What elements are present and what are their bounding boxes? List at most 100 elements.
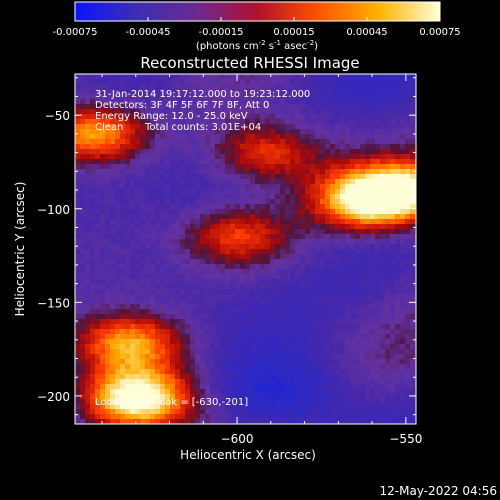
heatmap-cell (370, 379, 376, 385)
heatmap-cell (190, 119, 196, 125)
heatmap-cell (115, 114, 121, 120)
heatmap-cell (285, 154, 291, 160)
heatmap-cell (185, 194, 191, 200)
heatmap-cell (270, 324, 276, 330)
heatmap-cell (95, 149, 101, 155)
heatmap-cell (355, 374, 361, 380)
heatmap-cell (155, 184, 161, 190)
heatmap-cell (295, 369, 301, 375)
heatmap-cell (95, 174, 101, 180)
heatmap-cell (335, 144, 341, 150)
heatmap-cell (305, 254, 311, 260)
heatmap-cell (150, 214, 156, 220)
heatmap-cell (375, 389, 381, 395)
heatmap-cell (175, 159, 181, 165)
heatmap-cell (230, 294, 236, 300)
heatmap-cell (355, 419, 361, 424)
heatmap-cell (315, 149, 321, 155)
heatmap-cell (90, 194, 96, 200)
heatmap-cell (285, 219, 291, 225)
heatmap-cell (235, 359, 241, 365)
heatmap-cell (235, 399, 241, 405)
heatmap-cell (310, 399, 316, 405)
heatmap-cell (135, 414, 141, 420)
heatmap-cell (90, 89, 96, 95)
heatmap-cell (270, 254, 276, 260)
heatmap-cell (205, 94, 211, 100)
heatmap-cell (335, 99, 341, 105)
heatmap-cell (215, 149, 221, 155)
heatmap-cell (155, 404, 161, 410)
heatmap-cell (330, 369, 336, 375)
heatmap-cell (395, 74, 401, 80)
heatmap-cell (330, 224, 336, 230)
heatmap-cell (335, 189, 341, 195)
heatmap-cell (270, 394, 276, 400)
heatmap-cell (165, 114, 171, 120)
heatmap-cell (155, 259, 161, 265)
heatmap-cell (115, 339, 121, 345)
heatmap-cell (95, 224, 101, 230)
heatmap-cell (110, 109, 116, 115)
heatmap-cell (75, 89, 81, 95)
heatmap-cell (340, 304, 346, 310)
heatmap-cell (270, 184, 276, 190)
heatmap-cell (195, 279, 201, 285)
heatmap-cell (285, 274, 291, 280)
heatmap-cell (285, 129, 291, 135)
heatmap-cell (125, 204, 131, 210)
heatmap-cell (75, 339, 81, 345)
heatmap-cell (95, 259, 101, 265)
heatmap-cell (330, 104, 336, 110)
heatmap-cell (365, 109, 371, 115)
heatmap-cell (155, 339, 161, 345)
heatmap-cell (145, 149, 151, 155)
heatmap-cell (395, 264, 401, 270)
heatmap-cell (130, 214, 136, 220)
heatmap-cell (365, 289, 371, 295)
heatmap-cell (180, 194, 186, 200)
heatmap-cell (220, 194, 226, 200)
heatmap-cell (185, 94, 191, 100)
heatmap-cell (375, 159, 381, 165)
heatmap-cell (90, 184, 96, 190)
heatmap-cell (220, 139, 226, 145)
heatmap-cell (265, 354, 271, 360)
heatmap-cell (330, 179, 336, 185)
heatmap-cell (250, 84, 256, 90)
heatmap-cell (255, 379, 261, 385)
heatmap-cell (170, 174, 176, 180)
heatmap-cell (260, 279, 266, 285)
heatmap-cell (330, 109, 336, 115)
heatmap-cell (130, 239, 136, 245)
heatmap-cell (310, 159, 316, 165)
heatmap-cell (405, 124, 411, 130)
heatmap-cell (390, 169, 396, 175)
heatmap-cell (195, 109, 201, 115)
heatmap-cell (215, 154, 221, 160)
heatmap-cell (110, 214, 116, 220)
heatmap-cell (145, 324, 151, 330)
heatmap-cell (120, 104, 126, 110)
heatmap-cell (305, 109, 311, 115)
heatmap-cell (290, 319, 296, 325)
heatmap-cell (385, 124, 391, 130)
heatmap-cell (285, 304, 291, 310)
heatmap-cell (350, 239, 356, 245)
heatmap-cell (190, 419, 196, 424)
heatmap-cell (85, 104, 91, 110)
heatmap-cell (210, 294, 216, 300)
heatmap-cell (260, 144, 266, 150)
heatmap-cell (75, 174, 81, 180)
x-tick-label: −550 (389, 432, 422, 446)
heatmap-cell (400, 244, 406, 250)
heatmap-cell (310, 329, 316, 335)
heatmap-cell (75, 299, 81, 305)
heatmap-cell (155, 344, 161, 350)
heatmap-cell (315, 384, 321, 390)
heatmap-cell (85, 369, 91, 375)
heatmap-cell (315, 249, 321, 255)
heatmap-cell (205, 309, 211, 315)
heatmap-cell (170, 289, 176, 295)
heatmap-cell (145, 209, 151, 215)
